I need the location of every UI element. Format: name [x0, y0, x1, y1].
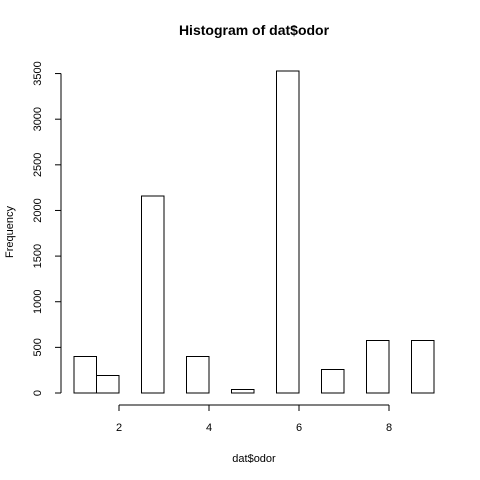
x-axis: 2 4 6 8 — [116, 404, 392, 434]
histogram-bar — [321, 369, 345, 394]
histogram-bar — [96, 374, 120, 394]
y-tick-label: 2500 — [32, 153, 44, 177]
x-tick-label: 2 — [116, 422, 122, 434]
y-tick-label: 1000 — [32, 289, 44, 313]
histogram-bar — [366, 339, 390, 394]
y-tick-label: 3500 — [32, 61, 44, 85]
histogram-bar — [141, 195, 165, 394]
x-axis-label: dat$odor — [232, 453, 276, 465]
bars-group — [73, 70, 435, 394]
chart-title: Histogram of dat$odor — [179, 22, 330, 38]
histogram-bar — [276, 70, 300, 394]
y-axis-label: Frequency — [4, 206, 16, 258]
y-tick-label: 1500 — [32, 244, 44, 268]
y-tick-label: 0 — [32, 390, 44, 396]
histogram-bar — [186, 355, 210, 394]
histogram-bar — [73, 355, 97, 394]
x-tick-label: 8 — [386, 422, 392, 434]
x-tick-label: 6 — [296, 422, 302, 434]
x-tick-label: 4 — [206, 422, 212, 434]
histogram-bar — [411, 339, 435, 394]
y-tick-label: 500 — [32, 338, 44, 356]
y-tick-label: 2000 — [32, 198, 44, 222]
y-axis: 0 500 1000 1500 2000 2500 3000 3500 — [32, 61, 62, 396]
histogram-bar — [231, 389, 255, 394]
y-tick-label: 3000 — [32, 107, 44, 131]
